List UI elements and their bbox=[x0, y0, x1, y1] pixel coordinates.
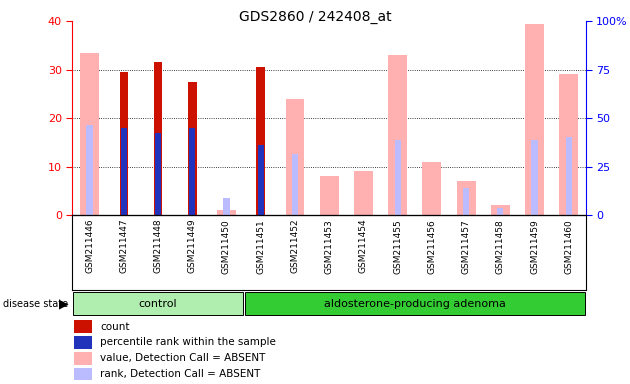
Bar bbox=[388, 55, 407, 215]
FancyBboxPatch shape bbox=[244, 292, 585, 316]
Text: GSM211449: GSM211449 bbox=[188, 219, 197, 273]
Text: rank, Detection Call = ABSENT: rank, Detection Call = ABSENT bbox=[101, 369, 261, 379]
Bar bbox=[188, 82, 197, 215]
Bar bbox=[423, 162, 441, 215]
Bar bbox=[74, 320, 93, 333]
Text: control: control bbox=[139, 299, 177, 309]
Text: percentile rank within the sample: percentile rank within the sample bbox=[101, 338, 277, 348]
Bar bbox=[74, 336, 93, 349]
Bar bbox=[394, 140, 401, 215]
Text: GSM211457: GSM211457 bbox=[462, 219, 471, 273]
Bar bbox=[74, 368, 93, 381]
Bar bbox=[256, 67, 265, 215]
Bar bbox=[285, 99, 304, 215]
Text: GSM211450: GSM211450 bbox=[222, 219, 231, 273]
Bar bbox=[292, 154, 298, 215]
Bar bbox=[74, 352, 93, 365]
Text: GSM211446: GSM211446 bbox=[85, 219, 94, 273]
Bar bbox=[320, 176, 338, 215]
Bar bbox=[224, 198, 229, 215]
Bar bbox=[559, 74, 578, 215]
Bar bbox=[532, 140, 537, 215]
Text: GSM211447: GSM211447 bbox=[119, 219, 129, 273]
Text: GSM211454: GSM211454 bbox=[359, 219, 368, 273]
Text: GSM211448: GSM211448 bbox=[154, 219, 163, 273]
Text: disease state: disease state bbox=[3, 299, 68, 309]
Bar bbox=[354, 171, 373, 215]
Text: count: count bbox=[101, 322, 130, 332]
Text: aldosterone-producing adenoma: aldosterone-producing adenoma bbox=[324, 299, 506, 309]
Bar bbox=[457, 181, 476, 215]
Text: GSM211459: GSM211459 bbox=[530, 219, 539, 273]
Text: GSM211455: GSM211455 bbox=[393, 219, 402, 273]
Text: GSM211458: GSM211458 bbox=[496, 219, 505, 273]
Bar bbox=[121, 128, 127, 215]
Bar bbox=[120, 72, 128, 215]
Bar bbox=[258, 145, 264, 215]
Text: GSM211452: GSM211452 bbox=[290, 219, 299, 273]
Bar bbox=[80, 53, 99, 215]
Bar bbox=[463, 189, 469, 215]
Bar bbox=[566, 137, 572, 215]
Bar bbox=[189, 128, 195, 215]
Text: GDS2860 / 242408_at: GDS2860 / 242408_at bbox=[239, 10, 391, 23]
Text: GSM211460: GSM211460 bbox=[564, 219, 573, 273]
Bar bbox=[497, 208, 503, 215]
Bar bbox=[491, 205, 510, 215]
Bar bbox=[86, 125, 93, 215]
FancyBboxPatch shape bbox=[74, 292, 243, 316]
Text: GSM211451: GSM211451 bbox=[256, 219, 265, 273]
Bar bbox=[155, 132, 161, 215]
Text: ▶: ▶ bbox=[59, 297, 68, 310]
Bar bbox=[525, 23, 544, 215]
Text: GSM211456: GSM211456 bbox=[427, 219, 437, 273]
Text: value, Detection Call = ABSENT: value, Detection Call = ABSENT bbox=[101, 353, 266, 363]
Text: GSM211453: GSM211453 bbox=[324, 219, 334, 273]
Bar bbox=[154, 62, 163, 215]
Bar bbox=[217, 210, 236, 215]
